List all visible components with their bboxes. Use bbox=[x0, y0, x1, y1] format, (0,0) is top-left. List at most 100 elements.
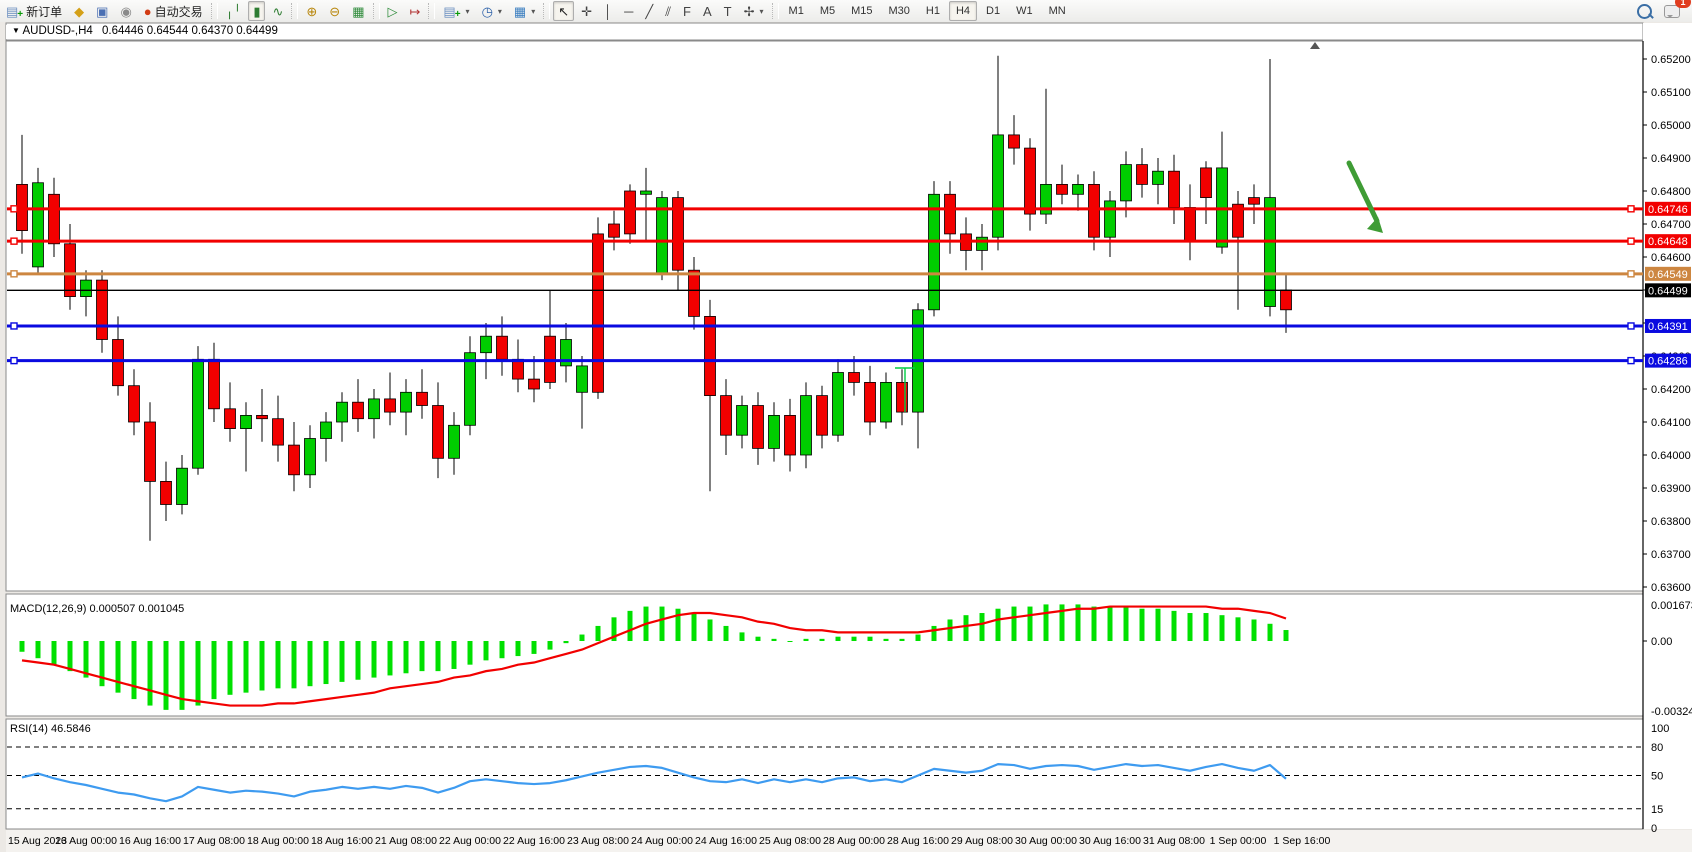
date-label: 21 Aug 08:00 bbox=[375, 835, 437, 847]
tile-windows-button[interactable]: ▦ bbox=[347, 1, 369, 21]
chevron-down-icon[interactable]: ▾ bbox=[531, 6, 536, 16]
cross-marker[interactable] bbox=[895, 367, 915, 412]
timeframe-mn-button[interactable]: MN bbox=[1048, 5, 1066, 17]
notification-badge: 1 bbox=[1675, 0, 1691, 8]
svg-text:0.64549: 0.64549 bbox=[1648, 269, 1688, 281]
line-handle[interactable] bbox=[1627, 205, 1635, 213]
plus-icon: + bbox=[454, 8, 461, 20]
macd-bar bbox=[899, 638, 905, 641]
line-handle[interactable] bbox=[10, 237, 18, 245]
line-handle[interactable] bbox=[1627, 237, 1635, 245]
trendline-button[interactable]: ╱ bbox=[640, 1, 658, 21]
macd-bar bbox=[83, 641, 89, 678]
channel-button[interactable]: ⫽ bbox=[660, 1, 676, 21]
candle bbox=[464, 336, 476, 436]
chart-shift-marker[interactable] bbox=[1310, 42, 1320, 49]
line-handle[interactable] bbox=[10, 356, 18, 365]
macd-bar bbox=[723, 625, 729, 641]
toolbar-right-group: 1 bbox=[1631, 0, 1691, 21]
timeframe-h1-button[interactable]: H1 bbox=[925, 5, 940, 17]
line-handle[interactable] bbox=[10, 205, 18, 213]
annotation-arrow[interactable] bbox=[1346, 160, 1383, 233]
timeframe-d1-button[interactable]: D1 bbox=[986, 5, 1001, 17]
templates-button[interactable]: ▦ ▾ bbox=[509, 1, 540, 21]
macd-bar bbox=[1043, 604, 1049, 641]
macd-bar bbox=[931, 625, 937, 641]
candle bbox=[336, 392, 348, 442]
rsi-axis-label: 0 bbox=[1651, 823, 1657, 835]
candle bbox=[624, 184, 636, 244]
chart-shift-icon: ↦ bbox=[409, 3, 421, 19]
candle bbox=[608, 210, 620, 251]
vertical-line-icon: │ bbox=[604, 3, 613, 19]
candle bbox=[928, 181, 940, 317]
candle bbox=[896, 369, 908, 426]
macd-bar bbox=[595, 625, 601, 641]
rsi-indicator-label: RSI(14) 46.5846 bbox=[10, 723, 91, 735]
macd-bar bbox=[771, 638, 777, 641]
fibonacci-button[interactable]: F bbox=[678, 1, 696, 21]
macd-bar bbox=[1075, 604, 1081, 641]
indicators-button[interactable]: ▤ + ▾ bbox=[438, 1, 474, 21]
macd-bar bbox=[979, 613, 985, 641]
candle bbox=[720, 379, 732, 455]
date-label: 22 Aug 16:00 bbox=[503, 835, 565, 847]
line-chart-button[interactable]: ∿ bbox=[267, 1, 288, 21]
notifications-button[interactable]: 1 bbox=[1659, 0, 1691, 21]
crosshair-button[interactable]: ✛ bbox=[576, 1, 597, 21]
line-handle[interactable] bbox=[1627, 322, 1635, 330]
candle bbox=[192, 346, 204, 475]
macd-bar bbox=[499, 641, 505, 659]
bar-chart-button[interactable]: ╷╵ bbox=[221, 1, 247, 21]
zoom-out-button[interactable]: ⊖ bbox=[324, 1, 345, 21]
macd-bar bbox=[995, 608, 1001, 641]
macd-bar bbox=[659, 606, 665, 641]
macd-bar bbox=[867, 636, 873, 641]
vertical-line-button[interactable]: │ bbox=[599, 1, 617, 21]
candlestick-button[interactable]: ▮ bbox=[248, 1, 266, 21]
market-watch-icon[interactable]: ◆ bbox=[69, 1, 89, 21]
periods-button[interactable]: ◷ ▾ bbox=[477, 1, 507, 21]
timeframe-h4-button[interactable]: H4 bbox=[948, 1, 978, 21]
date-label: 1 Sep 00:00 bbox=[1210, 835, 1267, 847]
y-tick-label: 0.63600 bbox=[1651, 582, 1691, 594]
line-handle[interactable] bbox=[10, 322, 18, 330]
horizontal-line-button[interactable]: ─ bbox=[619, 1, 638, 21]
timeframe-m30-button[interactable]: M30 bbox=[888, 5, 910, 17]
macd-bar bbox=[675, 608, 681, 641]
timeframe-m15-button[interactable]: M15 bbox=[851, 5, 873, 17]
arrows-button[interactable]: ✢ ▾ bbox=[739, 1, 769, 21]
timeframe-w1-button[interactable]: W1 bbox=[1016, 5, 1033, 17]
candle bbox=[784, 398, 796, 472]
candle bbox=[560, 323, 572, 383]
chevron-down-icon[interactable]: ▾ bbox=[465, 6, 470, 16]
candle bbox=[1040, 88, 1052, 224]
zoom-in-button[interactable]: ⊕ bbox=[301, 1, 322, 21]
collapse-arrow-icon[interactable]: ▼ bbox=[12, 26, 20, 35]
text-button[interactable]: A bbox=[698, 1, 717, 21]
new-order-button[interactable]: ▤ + 新订单 bbox=[1, 1, 67, 21]
date-label: 22 Aug 00:00 bbox=[439, 835, 501, 847]
line-handle[interactable] bbox=[1627, 270, 1635, 278]
navigator-icon[interactable]: ◉ bbox=[115, 1, 136, 21]
cursor-button[interactable]: ↖ bbox=[553, 1, 575, 21]
data-window-icon[interactable]: ▣ bbox=[91, 1, 113, 21]
timeframe-m1-button[interactable]: M1 bbox=[788, 5, 804, 17]
line-handle[interactable] bbox=[10, 270, 18, 278]
auto-scroll-button[interactable]: ▷ bbox=[383, 1, 403, 21]
label-button[interactable]: T bbox=[719, 1, 737, 21]
candle bbox=[688, 257, 700, 330]
candle bbox=[128, 369, 140, 436]
line-handle[interactable] bbox=[1627, 356, 1635, 365]
macd-bar bbox=[1267, 623, 1273, 641]
autotrading-button[interactable]: ● 自动交易 bbox=[139, 1, 208, 21]
macd-bar bbox=[451, 641, 457, 669]
chevron-down-icon[interactable]: ▾ bbox=[497, 6, 502, 16]
chart-shift-button[interactable]: ↦ bbox=[405, 1, 426, 21]
candle bbox=[1136, 148, 1148, 198]
chevron-down-icon[interactable]: ▾ bbox=[759, 6, 764, 16]
timeframe-m5-button[interactable]: M5 bbox=[819, 5, 836, 17]
macd-bar bbox=[691, 613, 697, 641]
search-button[interactable] bbox=[1632, 1, 1657, 21]
macd-indicator-label: MACD(12,26,9) 0.000507 0.001045 bbox=[10, 603, 185, 615]
